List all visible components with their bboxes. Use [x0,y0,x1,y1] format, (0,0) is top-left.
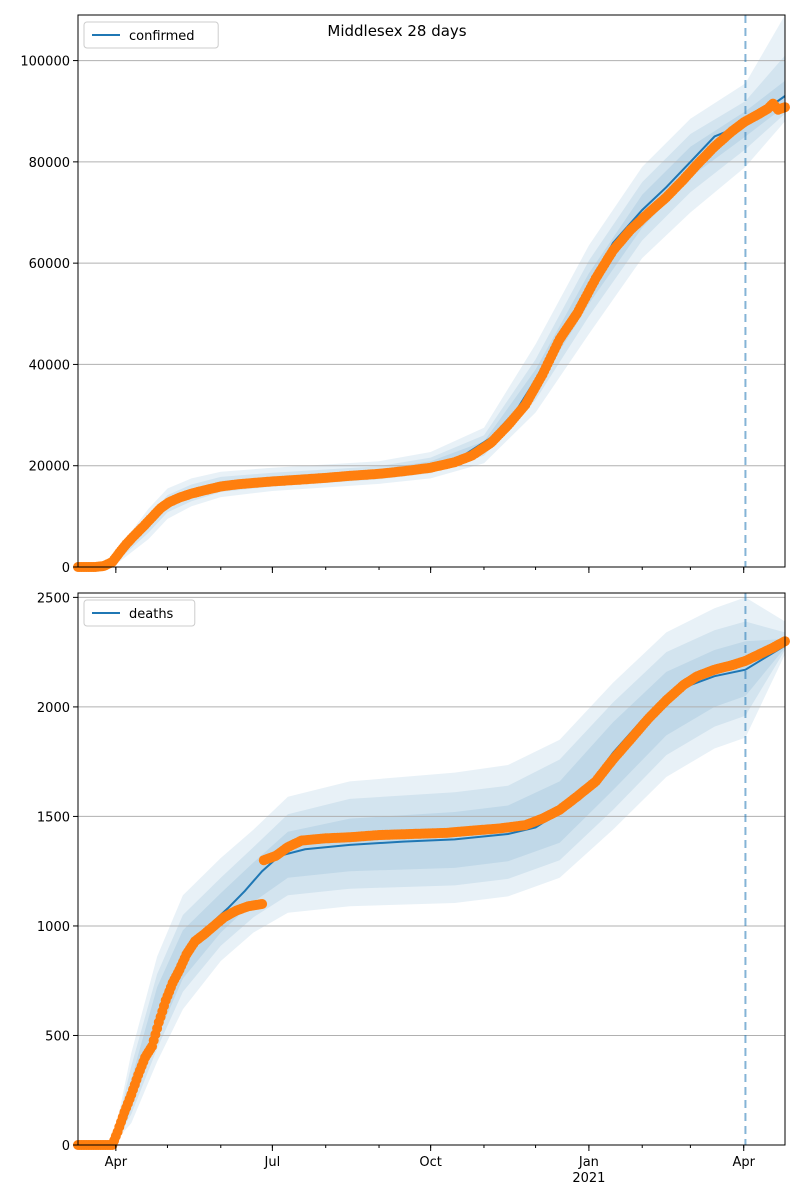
legend-box [83,599,196,627]
x-tick-label: Apr [732,1155,755,1170]
y-tick-label: 60000 [29,257,70,272]
y-tick-label: 40000 [29,358,70,373]
y-tick-label: 1000 [37,920,70,935]
legend: deaths [83,599,196,627]
y-tick-label: 2000 [37,701,70,716]
axes-frame [77,14,786,568]
confidence-band-0 [78,597,785,1145]
y-tick-label: 80000 [29,156,70,171]
chart-title: Middlesex 28 days [327,22,466,40]
y-tick-label: 2500 [37,591,70,606]
y-tick-label: 1500 [37,810,70,825]
legend-label: confirmed [129,29,195,44]
x-tick-sublabel: 2021 [572,1171,605,1186]
x-tick-label: Jul [264,1155,281,1170]
axes-frame [77,592,786,1146]
x-tick-label: Apr [105,1155,128,1170]
legend-box [83,21,219,49]
observed-point [257,899,268,909]
y-tick-label: 100000 [20,55,70,70]
y-tick-label: 0 [62,561,70,576]
confirmed-panel: 0 20000 40000 60000 80000 100000 confirmed [20,14,790,576]
confidence-band-1 [78,621,785,1145]
legend: confirmed [83,21,219,49]
x-tick-label: Oct [419,1155,441,1170]
y-tick-label: 20000 [29,460,70,475]
x-tick-label: Jan [578,1155,599,1170]
y-tick-label: 0 [62,1139,70,1154]
confidence-band-0 [78,15,785,567]
legend-label: deaths [129,607,174,622]
y-tick-label: 500 [45,1029,70,1044]
